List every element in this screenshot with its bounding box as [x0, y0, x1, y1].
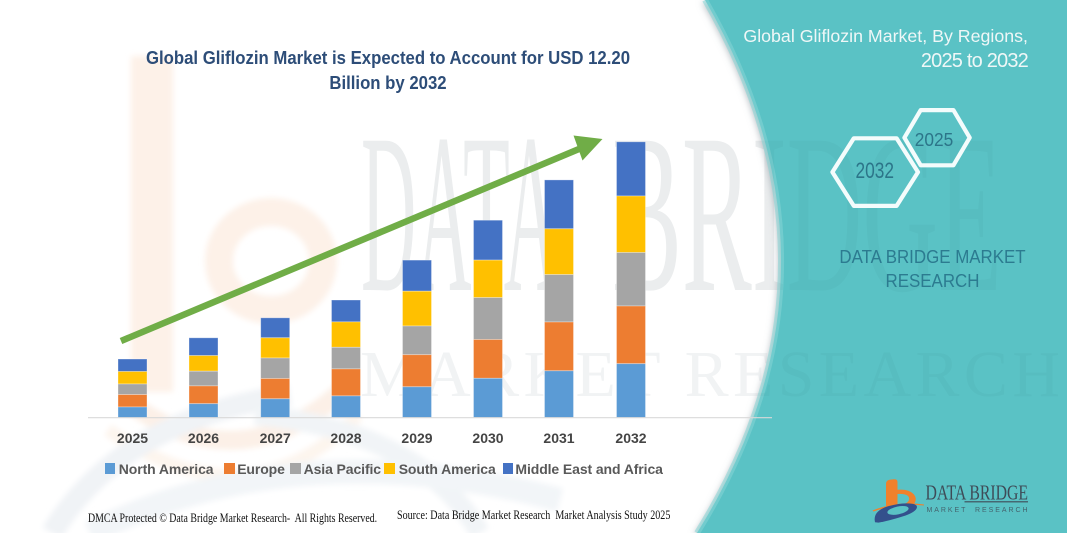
svg-text:2032: 2032	[856, 158, 895, 183]
svg-text:MARKET RESEARCH: MARKET RESEARCH	[927, 507, 1028, 514]
svg-text:2025: 2025	[915, 129, 954, 150]
svg-text:DATA BRIDGE: DATA BRIDGE	[926, 481, 1029, 505]
svg-text:DATA: DATA	[361, 88, 559, 340]
